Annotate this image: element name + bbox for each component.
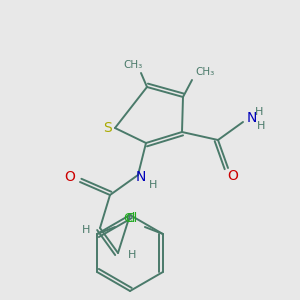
Text: Cl: Cl [123, 212, 135, 224]
Text: CH₃: CH₃ [195, 67, 214, 77]
Text: H: H [82, 225, 90, 235]
Text: H: H [128, 250, 136, 260]
Text: O: O [228, 169, 238, 183]
Text: CH₃: CH₃ [123, 60, 142, 70]
Text: H: H [149, 180, 157, 190]
Text: O: O [64, 170, 75, 184]
Text: N: N [247, 111, 257, 125]
Text: H: H [255, 107, 263, 117]
Text: H: H [257, 121, 265, 131]
Text: N: N [136, 170, 146, 184]
Text: Cl: Cl [125, 212, 137, 224]
Text: S: S [103, 121, 111, 135]
